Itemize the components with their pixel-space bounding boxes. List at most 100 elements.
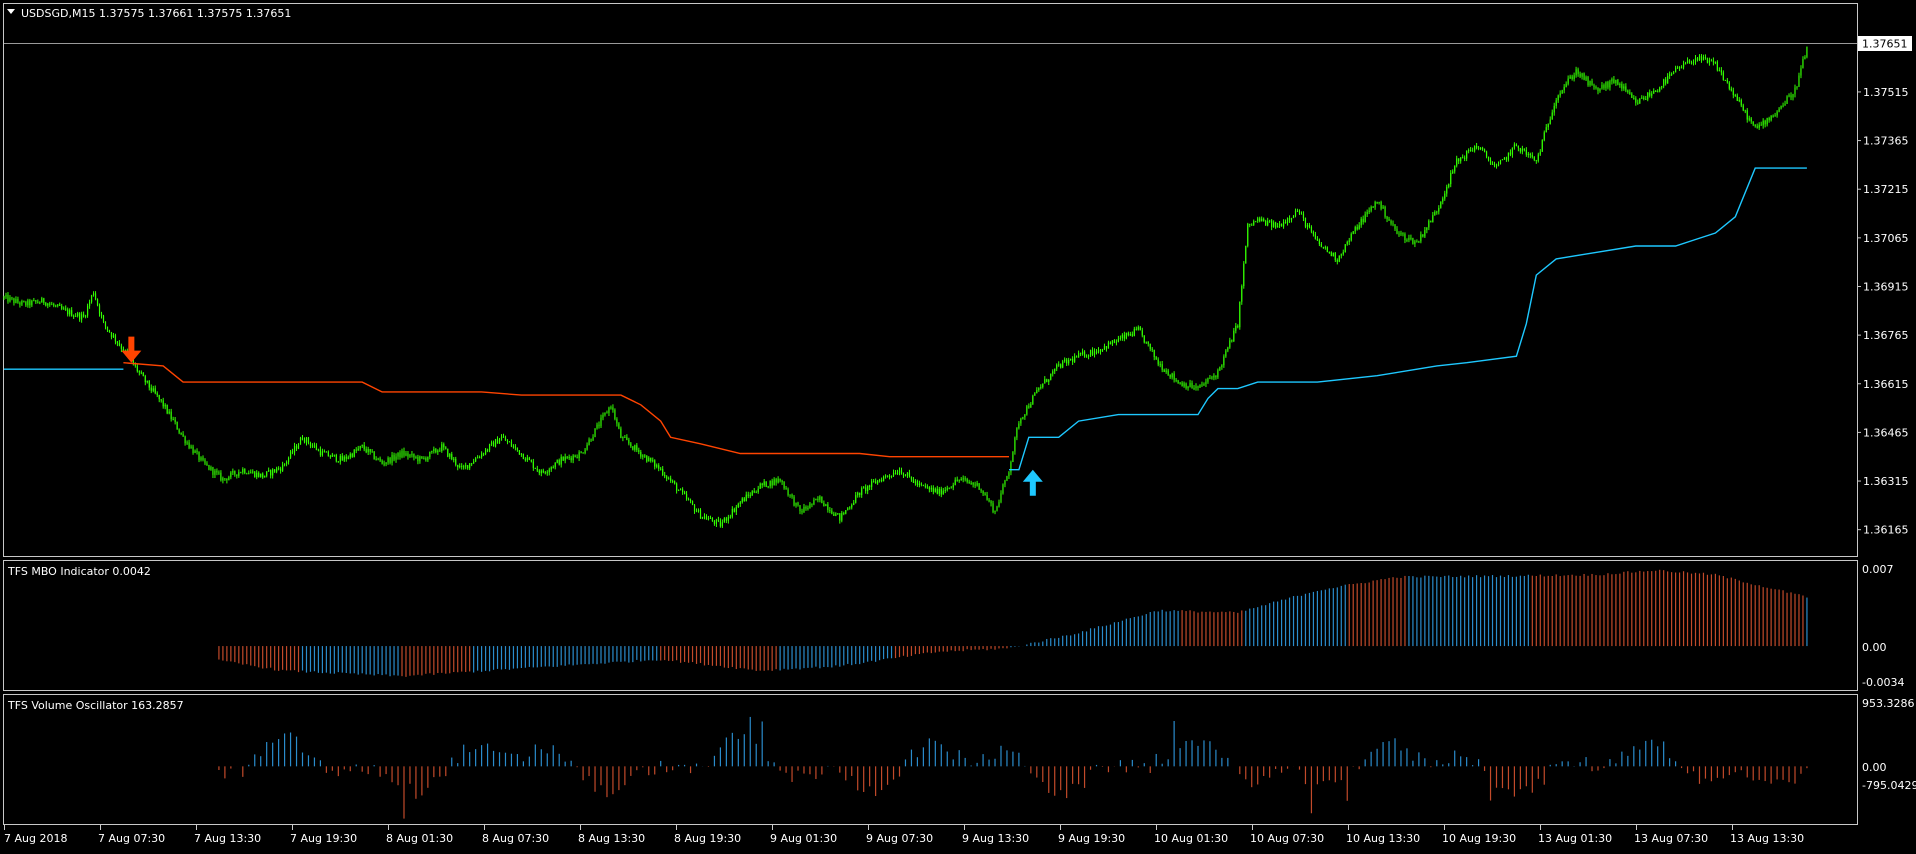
candle-body	[69, 310, 71, 315]
candle-body	[875, 481, 877, 484]
candle-body	[1111, 340, 1114, 345]
candle-body	[1040, 387, 1042, 389]
candle-body	[1561, 90, 1563, 94]
candle-body	[142, 372, 144, 377]
candle-body	[337, 461, 339, 463]
candle-body	[1454, 165, 1456, 172]
candle-body	[317, 449, 320, 451]
candle-body	[528, 457, 530, 460]
volume-ytick-top: 953.3286	[1862, 697, 1915, 710]
candle-body	[1107, 342, 1110, 349]
candle-body	[1491, 163, 1494, 165]
candle-body	[1235, 325, 1237, 331]
candle-body	[767, 486, 769, 488]
candle-body	[1231, 340, 1233, 342]
candle-body	[492, 442, 495, 447]
price-tick-label: 1.36315	[1863, 475, 1909, 488]
candle-body	[1426, 227, 1428, 231]
sell-arrow-icon	[121, 336, 142, 363]
candle-body	[1531, 155, 1533, 157]
candle-body	[1129, 334, 1131, 336]
candle-body	[1076, 356, 1078, 358]
candle-body	[1489, 160, 1492, 165]
candle-body	[1368, 210, 1370, 212]
candle-body	[1794, 87, 1796, 95]
candle-body	[865, 487, 867, 491]
candle-body	[652, 460, 654, 462]
candle-body	[1141, 330, 1143, 336]
candle-body	[1513, 144, 1516, 148]
candle-body	[285, 461, 288, 464]
candle-body	[817, 499, 819, 501]
candle-body	[510, 442, 513, 447]
volume-ytick-bottom: -795.0429	[1862, 779, 1916, 792]
candle-body	[1048, 379, 1050, 382]
candle-body	[240, 472, 242, 474]
candle-body	[1627, 90, 1629, 93]
candle-body	[1123, 334, 1125, 339]
candle-body	[1211, 377, 1213, 379]
candle-body	[888, 476, 891, 478]
candle-body	[102, 315, 105, 322]
candle-body	[1671, 73, 1673, 75]
candle-body	[1472, 150, 1474, 152]
candle-body	[918, 483, 920, 486]
mbo-histogram	[218, 569, 1808, 677]
candle-body	[1101, 348, 1104, 352]
collapse-triangle-icon[interactable]	[7, 9, 15, 14]
candle-body	[835, 513, 837, 516]
candle-body	[1653, 91, 1655, 94]
candle-body	[459, 465, 461, 468]
candle-body	[1768, 117, 1770, 121]
candle-body	[471, 463, 473, 465]
candle-body	[333, 454, 335, 456]
candle-body	[1197, 386, 1199, 388]
candle-body	[475, 458, 477, 462]
candle-body	[1247, 223, 1249, 246]
mbo-ytick-bottom: -0.0034	[1862, 676, 1904, 689]
candle-body	[427, 457, 429, 461]
candle-body	[1362, 218, 1364, 223]
candle-body	[377, 458, 379, 460]
candle-body	[307, 437, 310, 443]
candle-body	[463, 466, 465, 468]
candle-body	[1298, 211, 1301, 214]
candle-body	[343, 456, 345, 461]
time-tick-label: 10 Aug 19:30	[1442, 832, 1516, 845]
candle-body	[884, 475, 887, 477]
candle-body	[1744, 110, 1746, 112]
candle-body	[1659, 87, 1661, 92]
candle-body	[851, 504, 853, 508]
candle-body	[1440, 201, 1442, 208]
candle-body	[1806, 46, 1808, 57]
candle-body	[61, 305, 63, 309]
candle-body	[1081, 351, 1084, 355]
candle-body	[295, 445, 298, 449]
candle-body	[369, 448, 371, 452]
candle-body	[1665, 79, 1667, 84]
candle-body	[1308, 225, 1311, 227]
candle-body	[992, 503, 994, 513]
candle-body	[1718, 70, 1720, 72]
candle-body	[57, 304, 59, 306]
candle-body	[554, 462, 556, 468]
candle-body	[1237, 325, 1239, 328]
candle-body	[863, 487, 865, 489]
candle-body	[1352, 231, 1354, 234]
candle-body	[1183, 383, 1185, 387]
candle-body	[928, 487, 930, 490]
trail-up-line	[1009, 167, 1807, 471]
candle-body	[512, 446, 515, 448]
candle-body	[1569, 76, 1571, 79]
candle-body	[984, 493, 986, 495]
candle-body	[1559, 93, 1561, 96]
candle-body	[1702, 57, 1705, 61]
time-tick-label: 9 Aug 01:30	[770, 832, 837, 845]
candle-body	[1394, 224, 1396, 229]
candle-body	[1477, 147, 1480, 149]
candle-body	[970, 482, 972, 484]
candle-body	[152, 388, 154, 391]
candle-body	[361, 444, 363, 447]
candle-body	[1436, 211, 1438, 213]
candle-body	[936, 488, 938, 494]
